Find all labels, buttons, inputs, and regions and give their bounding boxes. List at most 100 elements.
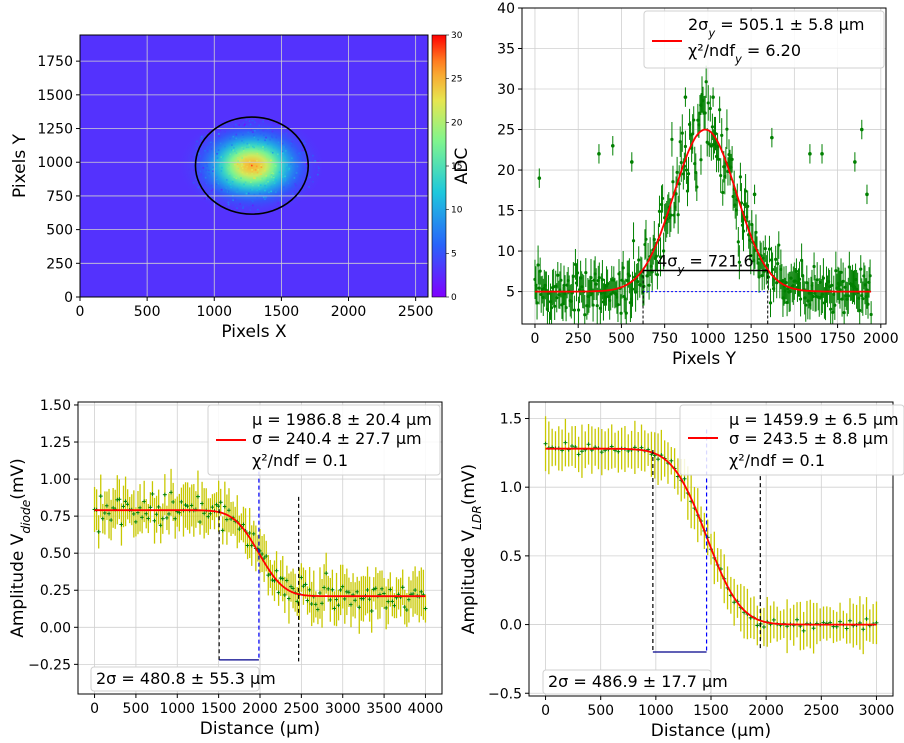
speckle-pixel — [226, 162, 229, 165]
y-tick-label: 0 — [64, 290, 73, 306]
speckle-pixel — [270, 150, 272, 153]
speckle-pixel — [235, 137, 237, 140]
data-point — [834, 269, 838, 273]
x-tick-label: 1500 — [264, 304, 300, 320]
data-point — [575, 271, 580, 275]
speckle-pixel — [278, 171, 281, 174]
speckle-pixel — [312, 180, 314, 183]
speckle-pixel — [232, 149, 234, 152]
speckle-pixel — [318, 167, 320, 170]
speckle-pixel — [258, 124, 261, 127]
speckle-pixel — [237, 174, 240, 177]
speckle-pixel — [222, 189, 225, 192]
y-tick-label: 0.00 — [40, 620, 71, 636]
ticks: 0 500 1000 1500 2000 2500 0 250 500 750 1000 1250 15… — [37, 54, 433, 320]
speckle-pixel — [256, 128, 259, 130]
data-point — [630, 287, 635, 291]
speckle-pixel — [272, 146, 275, 149]
speckle-pixel — [291, 133, 293, 135]
speckle-pixel — [282, 133, 285, 136]
data-point — [657, 209, 662, 213]
data-point — [675, 170, 679, 174]
speckle-pixel — [240, 177, 242, 179]
speckle-pixel — [234, 123, 237, 126]
speckle-pixel — [257, 129, 259, 132]
speckle-pixel — [214, 135, 217, 138]
speckle-pixel — [215, 167, 217, 170]
y-tick-label: 25 — [497, 123, 515, 139]
data-point — [869, 312, 873, 317]
speckle-pixel — [209, 140, 212, 142]
speckle-pixel — [256, 211, 258, 214]
speckle-pixel — [242, 136, 245, 138]
data-point — [710, 125, 714, 129]
speckle-pixel — [250, 205, 253, 207]
data-point — [576, 308, 581, 312]
outlier-point — [630, 160, 634, 164]
speckle-pixel — [282, 138, 285, 140]
speckle-pixel — [252, 120, 255, 122]
speckle-pixel — [257, 148, 260, 150]
speckle-pixel — [198, 162, 200, 164]
speckle-pixel — [281, 142, 284, 145]
speckle-pixel — [247, 131, 250, 134]
speckle-pixel — [271, 151, 274, 154]
speckle-pixel — [289, 149, 292, 152]
speckle-pixel — [235, 126, 238, 128]
data-point — [741, 229, 746, 233]
speckle-pixel — [234, 148, 237, 150]
speckle-pixel — [257, 143, 259, 146]
x-tick-label: 3500 — [366, 701, 402, 717]
speckle-pixel — [251, 199, 253, 201]
speckle-pixel — [233, 138, 236, 140]
speckle-pixel — [284, 146, 287, 148]
speckle-pixel — [238, 124, 241, 126]
data-point — [730, 157, 734, 161]
data-point — [768, 301, 773, 305]
speckle-pixel — [219, 128, 221, 130]
speckle-pixel — [199, 137, 202, 140]
speckle-pixel — [272, 198, 275, 201]
speckle-pixel — [259, 184, 262, 187]
speckle-pixel — [270, 190, 272, 193]
speckle-pixel — [301, 159, 303, 162]
speckle-pixel — [215, 187, 218, 189]
speckle-pixel — [295, 174, 297, 176]
speckle-pixel — [272, 176, 275, 179]
speckle-pixel — [210, 169, 212, 171]
speckle-pixel — [287, 168, 290, 171]
speckle-pixel — [262, 149, 264, 152]
x-tick-label: 0 — [541, 703, 550, 719]
speckle-pixel — [252, 145, 254, 148]
speckle-pixel — [281, 176, 284, 178]
speckle-pixel — [259, 132, 262, 135]
data-point — [619, 311, 623, 315]
data-point — [644, 237, 648, 241]
speckle-pixel — [236, 207, 238, 210]
outlier-point — [859, 127, 864, 132]
data-point — [815, 278, 819, 282]
x-tick-label: 500 — [608, 331, 635, 347]
outlier-point — [752, 192, 757, 197]
speckle-pixel — [225, 187, 227, 189]
data-point — [784, 280, 788, 285]
speckle-pixel — [290, 142, 293, 145]
speckle-pixel — [288, 197, 291, 200]
speckle-pixel — [249, 209, 251, 211]
speckle-pixel — [306, 167, 308, 169]
speckle-pixel — [252, 160, 255, 162]
speckle-pixel — [257, 155, 260, 157]
speckle-pixel — [241, 167, 244, 170]
speckle-pixel — [288, 167, 291, 170]
speckle-pixel — [208, 198, 211, 201]
speckle-pixel — [269, 138, 271, 141]
speckle-pixel — [292, 190, 295, 193]
speckle-pixel — [274, 178, 276, 181]
speckle-pixel — [200, 174, 202, 177]
speckle-pixel — [234, 204, 237, 207]
annotation-text: 2σ = 480.8 ± 55.3 μm — [96, 669, 276, 688]
speckle-pixel — [270, 185, 273, 188]
speckle-pixel — [284, 179, 287, 182]
speckle-pixel — [241, 135, 244, 138]
